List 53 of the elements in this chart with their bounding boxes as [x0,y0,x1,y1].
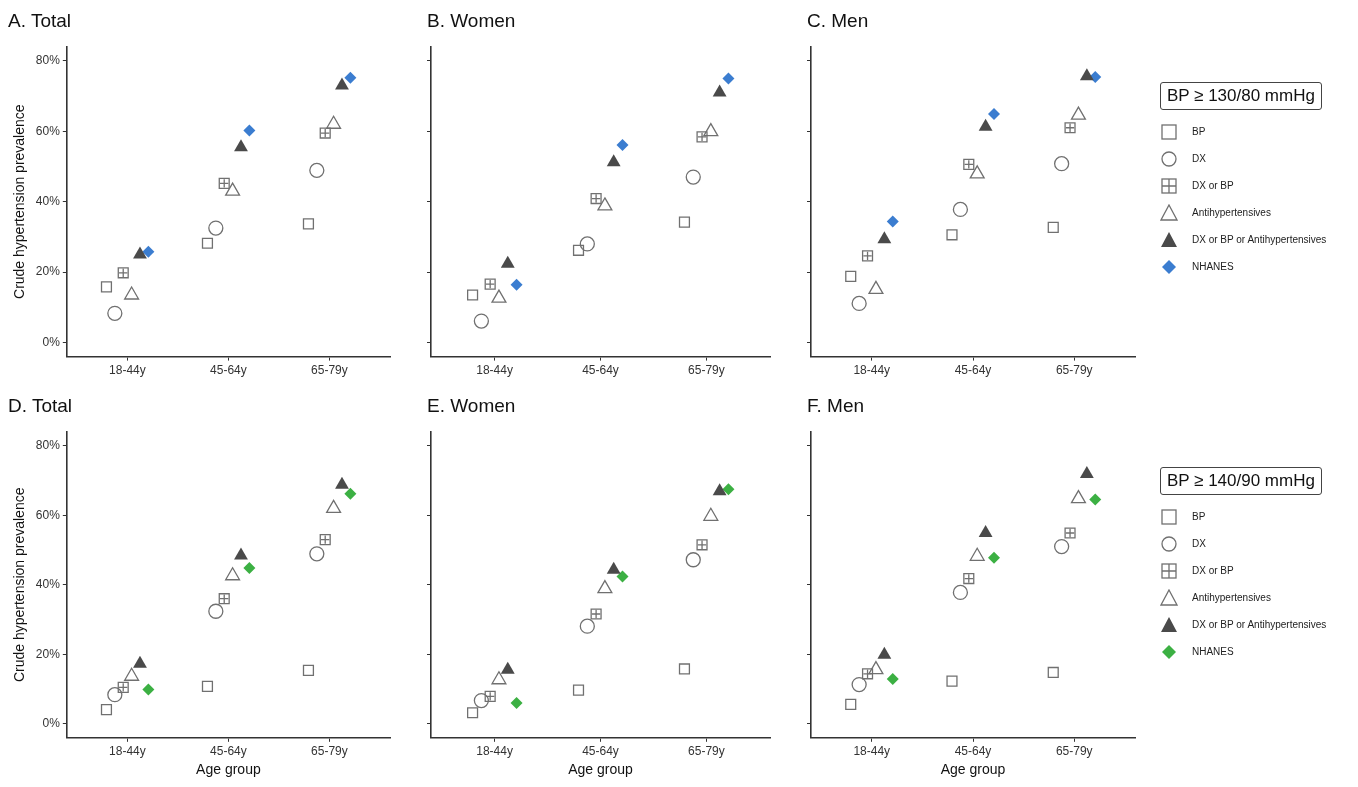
y-tick-label: 80% [35,53,61,68]
y-tick-label: 40% [35,194,61,209]
legend-label: DX or BP [1192,565,1234,576]
y-tick-label: 0% [42,716,61,731]
x-axis-title: Age group [940,761,1006,778]
x-tick-label: 45-64y [582,744,619,759]
legend-label: BP [1192,126,1206,137]
x-tick-label: 65-79y [1055,744,1093,759]
legend-label: NHANES [1192,261,1234,272]
legend-label: Antihypertensives [1192,592,1271,603]
x-tick-label: 18-44y [476,744,513,759]
x-axis-title: Age group [196,761,261,778]
x-axis-title: Age group [568,761,634,778]
x-tick-label: 45-64y [954,744,992,759]
x-tick-label: 65-79y [688,744,725,759]
legend-label: Antihypertensives [1192,207,1271,218]
x-tick-label: 18-44y [109,744,146,759]
legend-label: NHANES [1192,646,1234,657]
x-tick-label: 45-64y [210,744,247,759]
legend-label: BP [1192,511,1206,522]
x-tick-label: 18-44y [853,744,891,759]
chart-title: E. Women [427,394,516,416]
chart-title: B. Women [427,9,516,31]
legend-label: DX [1192,153,1206,164]
y-tick-label: 40% [35,577,61,592]
y-tick-label: 60% [35,123,61,138]
y-tick-label: 20% [35,264,61,279]
y-tick-label: 0% [42,334,61,349]
x-tick-label: 45-64y [954,363,992,378]
y-axis-title: Crude hypertension prevalence [11,104,28,299]
x-tick-label: 65-79y [311,363,348,378]
y-tick-label: 20% [35,646,61,661]
legend-title: BP ≥ 140/90 mmHg [1160,467,1322,495]
legend-label: DX [1192,538,1206,549]
x-tick-label: 45-64y [210,363,247,378]
x-tick-label: 18-44y [476,363,513,378]
legend-label: DX or BP or Antihypertensives [1192,619,1327,630]
legend-label: DX or BP [1192,180,1234,191]
y-tick-label: 80% [35,438,61,453]
legend-title: BP ≥ 130/80 mmHg [1160,82,1322,110]
x-tick-label: 65-79y [311,744,348,759]
chart-title: D. Total [8,394,73,416]
legend-label: DX or BP or Antihypertensives [1192,234,1327,245]
x-tick-label: 18-44y [109,363,146,378]
chart-title: C. Men [807,9,869,31]
chart-title: A. Total [8,9,72,31]
y-axis-title: Crude hypertension prevalence [11,487,28,683]
x-tick-label: 65-79y [688,363,725,378]
chart-title: F. Men [807,394,865,416]
x-tick-label: 65-79y [1055,363,1093,378]
x-tick-label: 45-64y [582,363,619,378]
y-tick-label: 60% [35,507,61,522]
x-tick-label: 18-44y [853,363,891,378]
